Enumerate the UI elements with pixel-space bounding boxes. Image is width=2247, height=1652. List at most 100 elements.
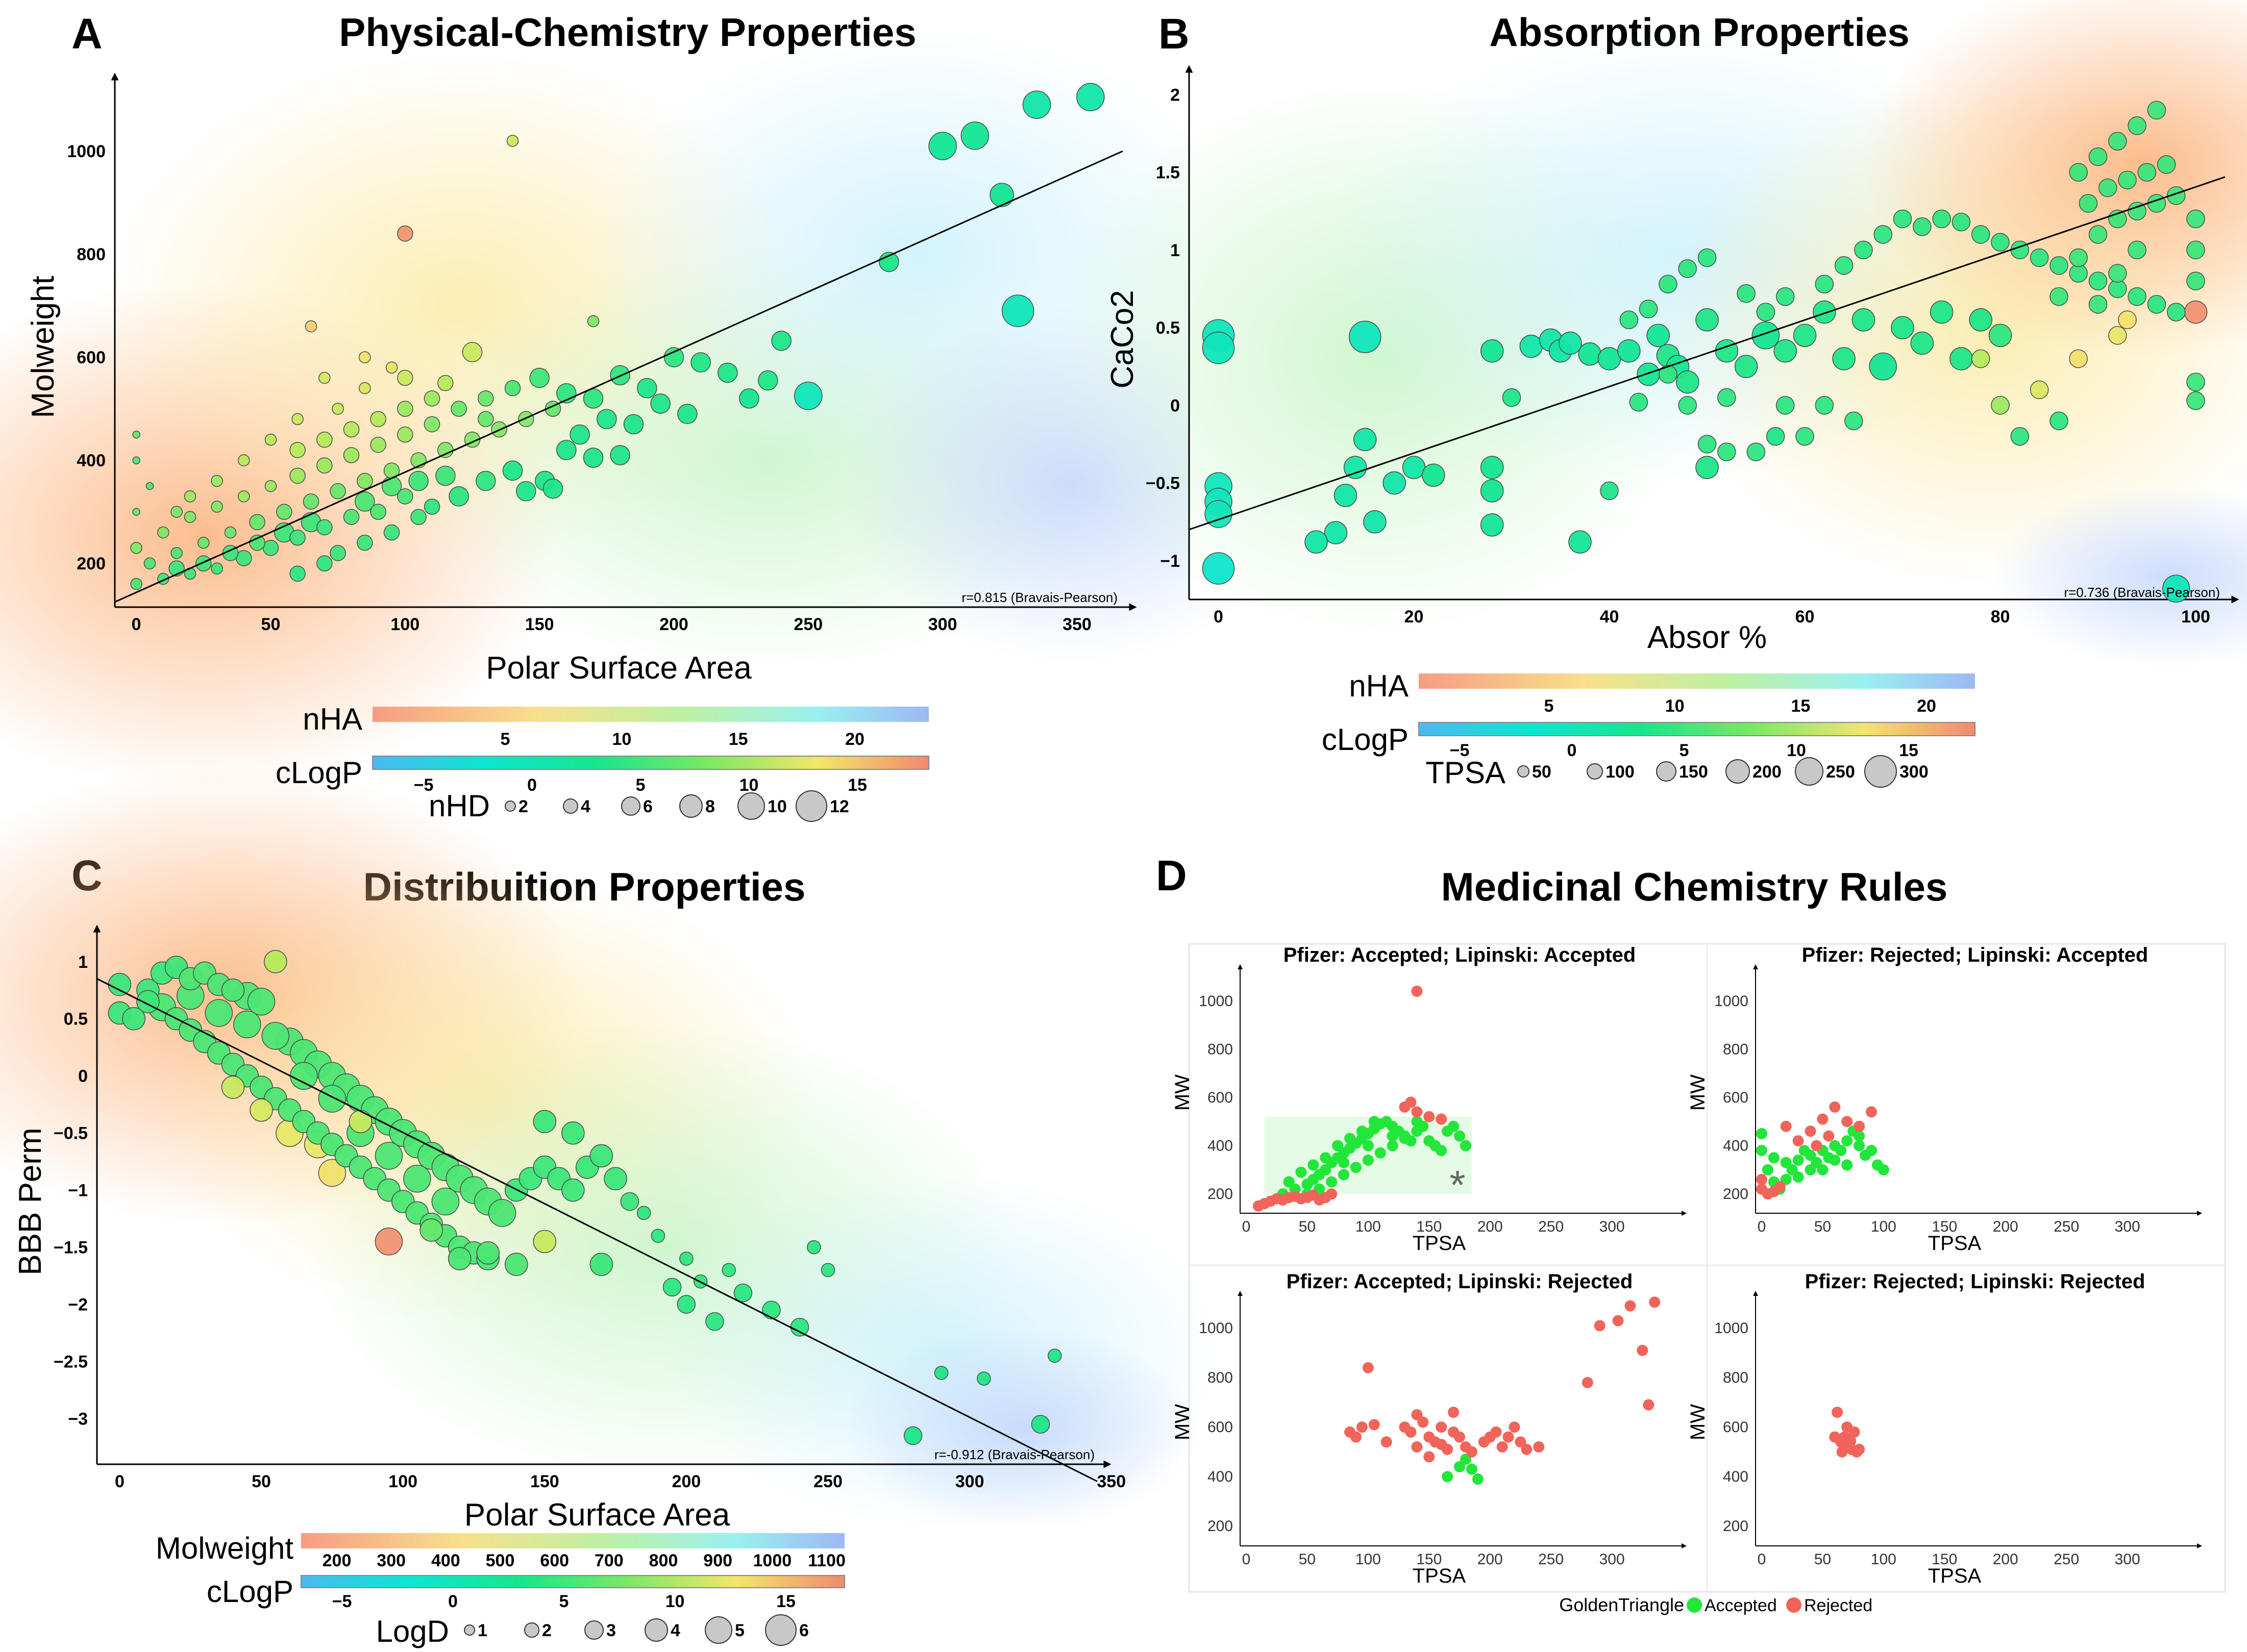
sub-x-tick-label: 100 [1355, 1218, 1381, 1235]
sub-x-tick-label: 300 [2115, 1218, 2140, 1235]
data-point [332, 403, 344, 415]
accepted-point [1295, 1166, 1307, 1178]
y-tick-label: 1 [78, 953, 88, 972]
data-point [1795, 427, 1814, 446]
data-point [677, 1295, 696, 1314]
accepted-point [1865, 1145, 1877, 1157]
rejected-point [1829, 1101, 1841, 1113]
legend-b-nha-ticks: 5 10 15 20 [1544, 696, 1936, 716]
rejected-point [1411, 1409, 1423, 1420]
data-point [289, 467, 306, 484]
sub-x-tick-label: 50 [1814, 1551, 1831, 1568]
sub-y-tick-label: 200 [1207, 1518, 1233, 1535]
data-point [758, 370, 778, 391]
accepted-point [1368, 1116, 1380, 1128]
size-key-circle [705, 1616, 732, 1644]
data-point [1022, 90, 1051, 119]
data-point [130, 542, 142, 554]
data-point [419, 1218, 443, 1242]
x-tick-label: 40 [1600, 607, 1619, 627]
data-point [448, 1247, 472, 1270]
legend-mw-tick: 500 [486, 1551, 515, 1570]
sub-x-tick-label: 0 [1758, 1218, 1766, 1235]
data-point [1502, 388, 1521, 407]
data-point [424, 498, 440, 515]
data-point [1697, 248, 1717, 267]
data-point [1751, 321, 1780, 349]
size-key-circle [1587, 763, 1603, 780]
data-point [316, 457, 333, 474]
rejected-point [1405, 1426, 1417, 1438]
accepted-point [1768, 1152, 1780, 1164]
data-point [1678, 396, 1697, 415]
data-point [1334, 484, 1357, 507]
data-point [1675, 370, 1699, 394]
rejected-point [1448, 1407, 1460, 1418]
sub-x-tick-label: 200 [1993, 1551, 2018, 1568]
legend-nhd-tick: 8 [705, 797, 715, 816]
legend-d-accepted-swatch [1687, 1597, 1702, 1613]
data-point [1202, 331, 1235, 364]
legend-logd-tick: 4 [671, 1621, 680, 1640]
data-point [636, 1206, 651, 1220]
sub-y-tick-label: 1000 [1714, 993, 1748, 1010]
data-point [1815, 396, 1834, 415]
sub-x-tick-label: 200 [1477, 1218, 1503, 1235]
data-point [650, 393, 671, 414]
subplot-d4: Pfizer: Rejected; Lipinski: Rejected 0 50 1… [1687, 1270, 2202, 1587]
legend-nhd-tick: 12 [830, 797, 849, 816]
sub-y-tick-label: 800 [1723, 1369, 1748, 1386]
legend-b-color2-name: cLogP [1322, 722, 1409, 757]
legend-d-rejected-swatch [1786, 1597, 1801, 1613]
accepted-point [1326, 1176, 1338, 1188]
data-point [211, 500, 223, 513]
legend-clogp-tick: 10 [665, 1592, 685, 1611]
size-key-circle [737, 792, 765, 820]
panel-c-plot: 0 50 100 150 200 250 300 350 1 0.5 0 −0.5 −1 −1.5 −2 −2… [13, 924, 1126, 1533]
legend-b-nha-bar [1419, 673, 1975, 689]
legend-logd-tick: 2 [542, 1621, 552, 1640]
data-point [1324, 521, 1348, 544]
rejected-point [1466, 1446, 1477, 1458]
rejected-point [1326, 1188, 1338, 1200]
accepted-point [1835, 1145, 1847, 1157]
sub-x-axis-label: TPSA [1413, 1232, 1466, 1255]
data-point [1629, 393, 1648, 412]
sub-x-tick-label: 0 [1758, 1551, 1766, 1568]
data-point [488, 1199, 516, 1227]
data-point [343, 509, 360, 525]
data-point [2157, 155, 2176, 174]
data-point [1913, 217, 1932, 236]
legend-tpsa-tick: 250 [1826, 762, 1855, 782]
sub-y-tick-label: 400 [1723, 1468, 1748, 1485]
data-point [1949, 347, 1973, 370]
data-point [1869, 353, 1897, 381]
data-point [663, 347, 684, 367]
sub-x-axis-label: TPSA [1928, 1565, 1982, 1587]
data-point [2118, 170, 2137, 190]
data-point [1343, 456, 1367, 479]
legend-clogp-tick: 15 [848, 775, 867, 795]
data-point [504, 380, 521, 396]
x-tick-label: 100 [2181, 607, 2210, 627]
rejected-point [1436, 1421, 1447, 1433]
data-point [506, 135, 519, 147]
x-tick-label: 100 [390, 615, 419, 634]
sub-y-tick-label: 600 [1207, 1419, 1233, 1436]
accepted-point [1756, 1145, 1767, 1157]
legend-b-color1-name: nHA [1349, 669, 1409, 703]
data-point [570, 424, 590, 445]
y-tick-label: 1.5 [1156, 163, 1180, 183]
panel-c: C Distribuition Properties 0501001502002… [0, 765, 1225, 1648]
data-point [794, 382, 823, 410]
panel-a-correlation: r=0.815 (Bravais-Pearson) [961, 590, 1118, 605]
data-point [318, 1159, 347, 1187]
y-axis-label: Molweight [26, 276, 61, 418]
accepted-point [1307, 1159, 1319, 1171]
legend-a-clogp-ticks: −5 0 5 10 15 [414, 775, 867, 795]
data-point [397, 369, 413, 386]
sub-y-tick-label: 400 [1207, 1138, 1233, 1155]
x-tick-label: 60 [1795, 607, 1815, 627]
size-key-circle [563, 798, 578, 814]
